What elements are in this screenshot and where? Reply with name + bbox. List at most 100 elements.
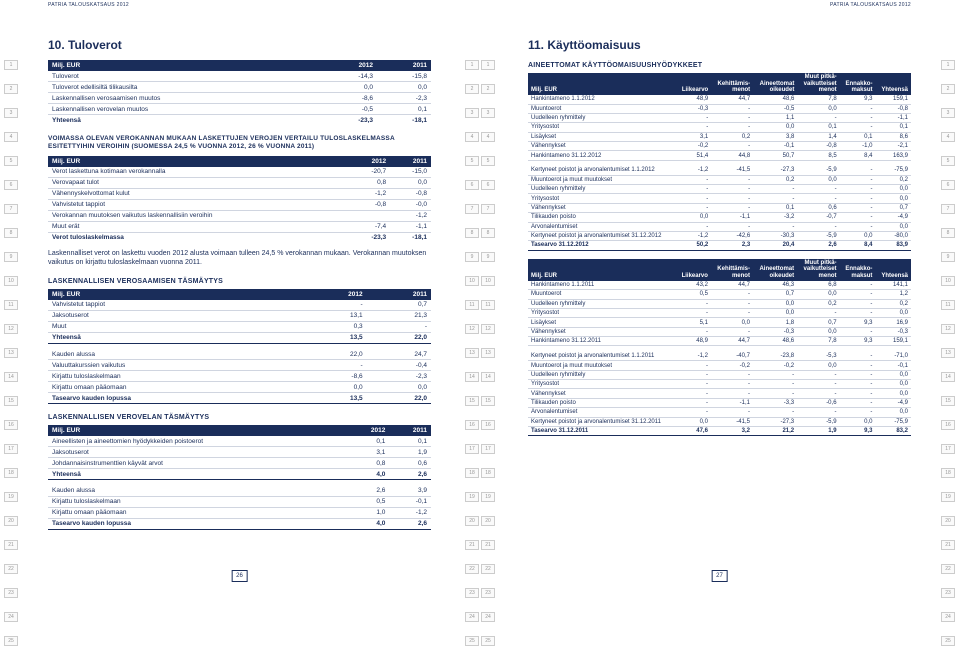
sub1-right: AINEETTOMAT KÄYTTÖOMAISUUSHYÖDYKKEET (528, 62, 911, 69)
row-value: - (711, 104, 753, 113)
margin-tick: 9 (941, 252, 955, 262)
row-value: -14,3 (323, 71, 377, 82)
row-value: 3,1 (347, 447, 389, 458)
row-value: - (711, 290, 753, 299)
margin-tick: 14 (465, 372, 479, 382)
row-value: 7,8 (797, 95, 839, 104)
row-value: - (840, 290, 876, 299)
row-value: - (840, 166, 876, 175)
row-value: - (840, 175, 876, 184)
row-value: 44,7 (711, 281, 753, 290)
margin-tick: 16 (4, 420, 18, 430)
row-value: -4,9 (875, 398, 911, 407)
row-value: 0,6 (389, 458, 431, 469)
margin-tick: 9 (4, 252, 18, 262)
row-value: 0,0 (875, 408, 911, 417)
row-value: -0,3 (753, 327, 797, 336)
row-value: 2,3 (711, 241, 753, 250)
row-label: Arvonalentumiset (528, 408, 676, 417)
margin-tick: 23 (481, 588, 495, 598)
row-label: Muut (48, 321, 301, 332)
row-label: Uudelleen ryhmittely (528, 370, 676, 379)
row-value: - (367, 321, 431, 332)
row-value: - (711, 308, 753, 317)
row-value: -0,5 (323, 104, 377, 115)
margin-tick: 3 (465, 108, 479, 118)
margin-tick: 8 (465, 228, 479, 238)
margin-tick: 15 (941, 396, 955, 406)
row-value: - (840, 203, 876, 212)
row-label: Tuloverot (48, 71, 323, 82)
row-value: -1,2 (389, 507, 431, 518)
row-value: 51,4 (676, 151, 711, 160)
row-label: Uudelleen ryhmittely (528, 299, 676, 308)
row-value: 0,1 (389, 436, 431, 447)
row-value: 1,1 (753, 113, 797, 122)
row-value: - (753, 408, 797, 417)
row-label: Yritysostot (528, 123, 676, 132)
row-value: 9,3 (840, 318, 876, 327)
table-verovelka: Milj. EUR 2012 2011 Aineellisten ja aine… (48, 425, 431, 530)
page-number-right: 27 (711, 570, 728, 582)
row-value: 9,3 (840, 337, 876, 346)
row-value: -3,3 (753, 398, 797, 407)
row-value: - (753, 185, 797, 194)
row-value: 141,1 (875, 281, 911, 290)
margin-tick: 24 (941, 612, 955, 622)
row-value: - (711, 327, 753, 336)
row-value: 8,6 (875, 132, 911, 141)
margin-tick: 2 (4, 84, 18, 94)
row-value: - (797, 185, 839, 194)
row-value: 1,4 (797, 132, 839, 141)
row-value: -0,4 (367, 360, 431, 371)
margin-tick: 3 (941, 108, 955, 118)
row-value: -0,6 (797, 398, 839, 407)
row-value: -5,9 (797, 231, 839, 240)
margin-tick: 18 (941, 468, 955, 478)
row-value: 0,6 (797, 203, 839, 212)
page-left: PATRIA TALOUSKATSAUS 2012 10. Tuloverot … (0, 0, 479, 594)
margin-ticks-mid-left: 1234567891011121314151617181920212223242… (465, 60, 479, 660)
row-label: Laskennallisen verovelan muutos (48, 104, 323, 115)
margin-tick: 20 (465, 516, 479, 526)
row-value: 20,4 (753, 241, 797, 250)
row-value: -20,7 (349, 167, 390, 178)
row-label: Vahvistetut tappiot (48, 300, 301, 311)
row-label: Muuntoerot ja muut muutokset (528, 175, 676, 184)
row-value: 0,0 (676, 213, 711, 222)
row-value: - (711, 113, 753, 122)
margin-tick: 25 (465, 636, 479, 646)
row-value: - (676, 194, 711, 203)
margin-tick: 7 (4, 204, 18, 214)
margin-tick: 13 (465, 348, 479, 358)
margin-tick: 12 (465, 324, 479, 334)
row-value: 13,1 (301, 310, 366, 321)
row-value: -0,2 (676, 142, 711, 151)
th-label: Milj. EUR (48, 156, 349, 167)
row-value: - (676, 185, 711, 194)
row-value: - (676, 123, 711, 132)
row-value: 1,9 (797, 426, 839, 435)
row-value: 0,0 (875, 308, 911, 317)
row-value: - (711, 299, 753, 308)
row-value: - (711, 222, 753, 231)
row-value: - (840, 308, 876, 317)
row-value: -1,0 (840, 142, 876, 151)
margin-tick: 1 (481, 60, 495, 70)
row-value: - (676, 299, 711, 308)
row-value: 0,0 (875, 370, 911, 379)
row-value: -18,1 (377, 115, 431, 126)
row-value: 83,2 (875, 426, 911, 435)
margin-tick: 11 (465, 300, 479, 310)
row-value: 47,6 (676, 426, 711, 435)
margin-tick: 19 (465, 492, 479, 502)
row-value: 0,2 (797, 299, 839, 308)
page-header-right: PATRIA TALOUSKATSAUS 2012 (830, 2, 911, 8)
row-label: Arvonalentumiset (528, 222, 676, 231)
margin-tick: 4 (465, 132, 479, 142)
th-2012: 2012 (347, 425, 389, 436)
row-value: 0,0 (797, 361, 839, 370)
row-value: - (753, 380, 797, 389)
row-value: -0,1 (875, 361, 911, 370)
margin-tick: 16 (941, 420, 955, 430)
